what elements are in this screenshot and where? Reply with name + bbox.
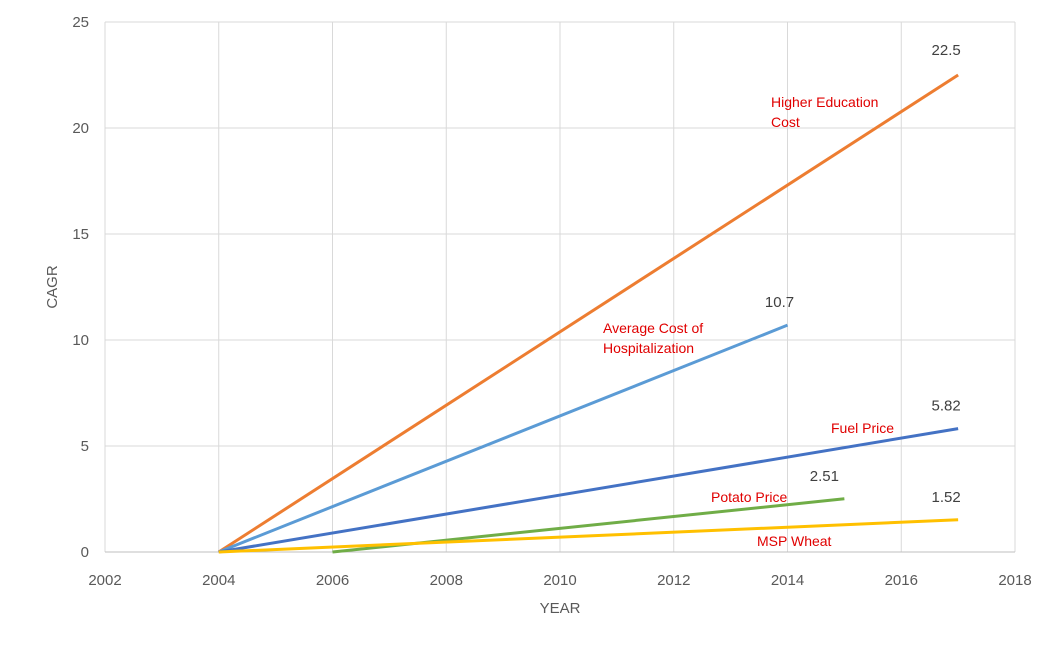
series-name-line: Fuel Price [831,420,894,436]
y-tick-label: 20 [72,120,89,137]
x-tick-label: 2012 [657,572,690,589]
series-name-line: MSP Wheat [757,533,832,549]
y-axis-title: CAGR [44,265,61,309]
series-line-higher-education-cost [217,73,959,554]
x-tick-label: 2008 [430,572,463,589]
data-label: 22.5 [932,42,961,59]
x-tick-label: 2006 [316,572,349,589]
series-name-label: Higher Education Cost [771,94,878,130]
series-name-line: Average Cost of [603,320,703,336]
y-tick-label: 5 [81,438,89,455]
series-name-line: Hospitalization [603,340,694,356]
x-tick-label: 2004 [202,572,235,589]
labels: 22.5 Higher Education Cost 10.7 Average Cost… [603,42,961,549]
data-label: 5.82 [932,398,961,415]
x-axis-title: YEAR [540,600,581,617]
y-tick-label: 0 [81,544,89,561]
y-tick-label: 25 [72,14,89,31]
series-name-line: Higher Education [771,94,878,110]
x-tick-label: 2016 [885,572,918,589]
grid [104,21,1016,552]
data-label: 2.51 [810,468,839,485]
axes: 2002 2004 2006 2008 2010 2012 2014 2016 20180510… [72,14,1031,589]
series-line-average-cost-of-hospitalization [218,323,789,554]
x-tick-label: 2014 [771,572,804,589]
x-tick-label: 2010 [543,572,576,589]
y-tick-label: 15 [72,226,89,243]
series-line-fuel-price [218,427,959,554]
data-label: 10.7 [765,294,794,311]
series-name-line: Potato Price [711,489,787,505]
data-label: 1.52 [932,489,961,506]
series-line-msp-wheat [218,518,959,554]
x-tick-label: 2018 [998,572,1031,589]
series-name-label: MSP Wheat [757,533,832,549]
series-name-label: Fuel Price [831,420,894,436]
x-tick-label: 2002 [88,572,121,589]
series-name-label: Potato Price [711,489,787,505]
series-name-label: Average Cost of Hospitalization [603,320,703,356]
series-lines [217,73,959,554]
y-tick-label: 10 [72,332,89,349]
series-name-line: Cost [771,114,800,130]
